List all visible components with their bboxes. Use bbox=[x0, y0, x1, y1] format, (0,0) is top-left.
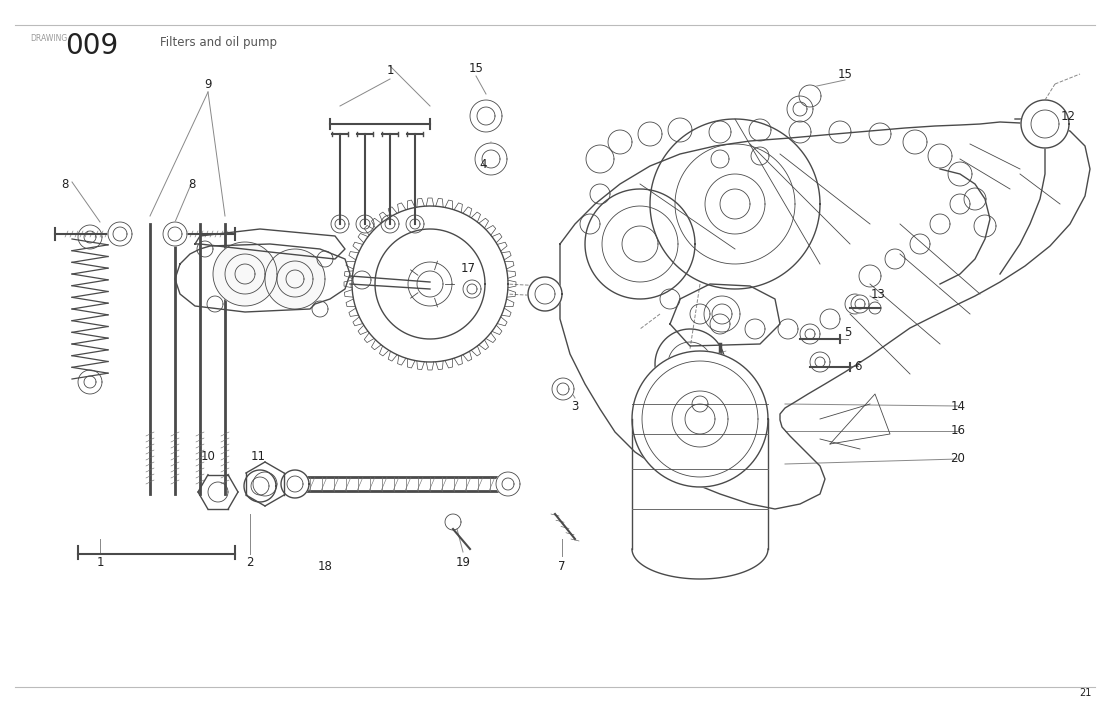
Text: 10: 10 bbox=[201, 450, 215, 463]
Text: 16: 16 bbox=[950, 425, 966, 438]
Text: 11: 11 bbox=[251, 450, 265, 463]
Polygon shape bbox=[528, 277, 562, 311]
Polygon shape bbox=[463, 280, 481, 298]
Text: 2: 2 bbox=[246, 555, 254, 568]
Polygon shape bbox=[470, 100, 502, 132]
Text: 14: 14 bbox=[950, 400, 966, 413]
Text: Filters and oil pump: Filters and oil pump bbox=[160, 36, 278, 49]
Text: 5: 5 bbox=[845, 326, 851, 338]
Polygon shape bbox=[552, 378, 574, 400]
Text: 15: 15 bbox=[468, 63, 484, 76]
Polygon shape bbox=[475, 143, 507, 175]
Text: 8: 8 bbox=[189, 178, 195, 191]
Polygon shape bbox=[496, 472, 519, 496]
Polygon shape bbox=[163, 222, 186, 246]
Polygon shape bbox=[352, 206, 508, 362]
Text: 19: 19 bbox=[455, 555, 471, 568]
Polygon shape bbox=[787, 96, 813, 122]
Text: 1: 1 bbox=[386, 64, 394, 78]
Text: 15: 15 bbox=[838, 68, 852, 81]
Text: 17: 17 bbox=[461, 263, 475, 276]
Polygon shape bbox=[265, 249, 325, 309]
Text: 4: 4 bbox=[480, 158, 487, 171]
Polygon shape bbox=[108, 222, 132, 246]
Text: 18: 18 bbox=[317, 560, 332, 573]
Text: 8: 8 bbox=[61, 178, 69, 191]
Text: DRAWING: DRAWING bbox=[30, 34, 68, 44]
Text: 009: 009 bbox=[65, 32, 119, 60]
Polygon shape bbox=[281, 470, 309, 498]
Text: 12: 12 bbox=[1060, 109, 1076, 123]
Polygon shape bbox=[800, 324, 820, 344]
Text: 21: 21 bbox=[1080, 688, 1092, 698]
Polygon shape bbox=[213, 242, 278, 306]
Text: 9: 9 bbox=[204, 78, 212, 91]
Text: 13: 13 bbox=[870, 288, 886, 301]
Polygon shape bbox=[244, 470, 276, 502]
Text: 20: 20 bbox=[950, 453, 966, 466]
Text: 3: 3 bbox=[572, 400, 578, 413]
Text: 1: 1 bbox=[97, 555, 103, 568]
Text: 7: 7 bbox=[558, 560, 566, 573]
Polygon shape bbox=[810, 352, 830, 372]
Polygon shape bbox=[1021, 100, 1069, 148]
Text: 6: 6 bbox=[855, 360, 861, 373]
Polygon shape bbox=[851, 295, 869, 313]
Polygon shape bbox=[799, 85, 821, 107]
Polygon shape bbox=[632, 351, 768, 487]
